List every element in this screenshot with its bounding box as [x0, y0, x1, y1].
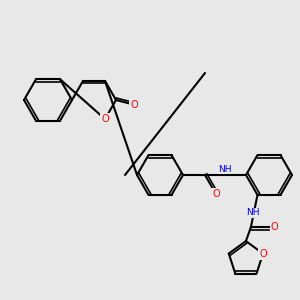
Text: NH: NH: [246, 208, 259, 217]
Text: O: O: [271, 222, 278, 232]
Text: O: O: [101, 114, 109, 124]
Text: NH: NH: [218, 164, 232, 173]
Text: O: O: [130, 100, 138, 110]
Text: O: O: [212, 189, 220, 199]
Text: O: O: [259, 249, 267, 259]
